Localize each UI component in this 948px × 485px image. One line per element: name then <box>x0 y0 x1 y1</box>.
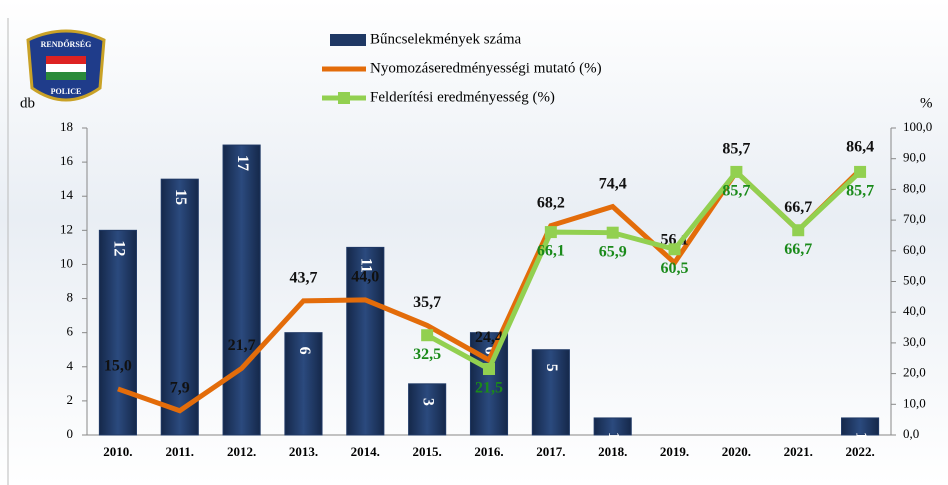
marker <box>792 224 805 237</box>
y2-tick-label: 10,0 <box>903 395 926 410</box>
x-tick-label: 2019. <box>660 444 689 459</box>
marker <box>730 165 743 178</box>
bar-value-label: 6 <box>296 347 313 355</box>
legend-label: Nyomozáseredményességi mutató (%) <box>370 60 602 76</box>
data-label: 85,7 <box>722 183 750 200</box>
y-tick-label: 12 <box>60 221 73 236</box>
marker <box>544 226 557 239</box>
bar-value-label: 5 <box>543 364 560 372</box>
y-tick-label: 6 <box>67 324 74 339</box>
data-label: 66,1 <box>537 243 565 260</box>
x-tick-label: 2010. <box>103 444 132 459</box>
legend-label: Bűncselekmények száma <box>370 31 522 47</box>
y2-tick-label: 100,0 <box>903 119 932 134</box>
y2-tick-label: 70,0 <box>903 211 926 226</box>
data-label: 60,5 <box>661 260 689 277</box>
data-label: 43,7 <box>289 270 317 287</box>
x-tick-label: 2015. <box>413 444 442 459</box>
y-tick-label: 16 <box>60 153 74 168</box>
bar <box>408 383 447 436</box>
bar <box>469 332 509 436</box>
y2-tick-label: 50,0 <box>903 272 926 287</box>
legend-swatch <box>330 34 366 46</box>
bar <box>160 178 199 436</box>
x-tick-label: 2014. <box>351 444 380 459</box>
data-label: 32,5 <box>413 346 441 363</box>
logo-text: RENDŐRSÉG <box>41 39 92 49</box>
data-label: 44,0 <box>351 269 379 286</box>
data-label: 7,9 <box>170 379 190 396</box>
bar-value-label: 17 <box>234 155 251 171</box>
y2-axis-label: % <box>920 95 933 111</box>
data-label: 35,7 <box>413 294 441 311</box>
marker <box>606 226 619 239</box>
data-label: 24,4 <box>475 329 503 346</box>
x-tick-label: 2018. <box>598 444 627 459</box>
data-label: 86,4 <box>846 138 874 155</box>
bar-value-label: 15 <box>172 189 189 205</box>
marker <box>483 362 495 375</box>
data-label: 66,7 <box>784 199 812 216</box>
bar-value-label: 11 <box>358 258 375 273</box>
x-tick-label: 2016. <box>474 444 503 459</box>
bar <box>346 246 385 436</box>
x-tick-label: 2017. <box>536 444 565 459</box>
y-tick-label: 0 <box>67 426 74 441</box>
y2-tick-label: 0,0 <box>903 426 919 441</box>
y2-tick-label: 60,0 <box>903 242 926 257</box>
marker <box>421 329 434 342</box>
y-tick-label: 18 <box>60 119 73 134</box>
x-tick-label: 2012. <box>227 444 256 459</box>
logo-stripe <box>46 64 86 72</box>
y2-tick-label: 90,0 <box>903 150 926 165</box>
data-label: 85,7 <box>722 141 750 158</box>
x-tick-label: 2021. <box>784 444 813 459</box>
bar <box>98 229 137 436</box>
data-label: 65,9 <box>599 243 627 260</box>
y-tick-label: 10 <box>60 255 73 270</box>
bar-value-label: 3 <box>419 398 436 406</box>
legend-marker <box>338 92 350 104</box>
marker <box>668 243 681 256</box>
bar-value-label: 1 <box>852 432 869 440</box>
bar-value-label: 6 <box>481 347 498 355</box>
line <box>425 168 862 373</box>
y2-tick-label: 40,0 <box>903 303 926 318</box>
x-tick-label: 2022. <box>845 444 874 459</box>
y2-tick-label: 30,0 <box>903 334 926 349</box>
legend-label: Felderítési eredményesség (%) <box>370 89 555 105</box>
x-tick-label: 2020. <box>722 444 751 459</box>
data-label: 68,2 <box>537 194 565 211</box>
bar-value-label: 1 <box>605 432 622 440</box>
x-tick-label: 2011. <box>165 444 194 459</box>
logo: RENDŐRSÉG POLICE <box>26 29 106 102</box>
y-tick-label: 2 <box>67 392 74 407</box>
bar <box>593 417 632 436</box>
bar <box>841 417 880 436</box>
bar-value-label: 12 <box>110 240 127 256</box>
logo-stripe <box>46 72 86 80</box>
marker <box>854 165 867 178</box>
data-label: 15,0 <box>104 358 132 375</box>
bar <box>531 349 570 436</box>
data-label: 21,5 <box>475 380 503 397</box>
y-tick-label: 4 <box>67 358 74 373</box>
y-tick-label: 8 <box>67 290 74 305</box>
data-label: 74,4 <box>599 175 627 192</box>
data-label: 66,7 <box>784 241 812 258</box>
bar <box>222 144 261 436</box>
data-label: 85,7 <box>846 183 874 200</box>
logo-text: POLICE <box>51 87 82 96</box>
x-tick-label: 2013. <box>289 444 318 459</box>
y-axis-label: db <box>20 95 35 111</box>
y2-tick-label: 80,0 <box>903 180 926 195</box>
y-tick-label: 14 <box>60 187 74 202</box>
bar <box>284 332 323 436</box>
data-label: 21,7 <box>228 337 256 354</box>
logo-stripe <box>46 56 86 64</box>
y2-tick-label: 20,0 <box>903 365 926 380</box>
